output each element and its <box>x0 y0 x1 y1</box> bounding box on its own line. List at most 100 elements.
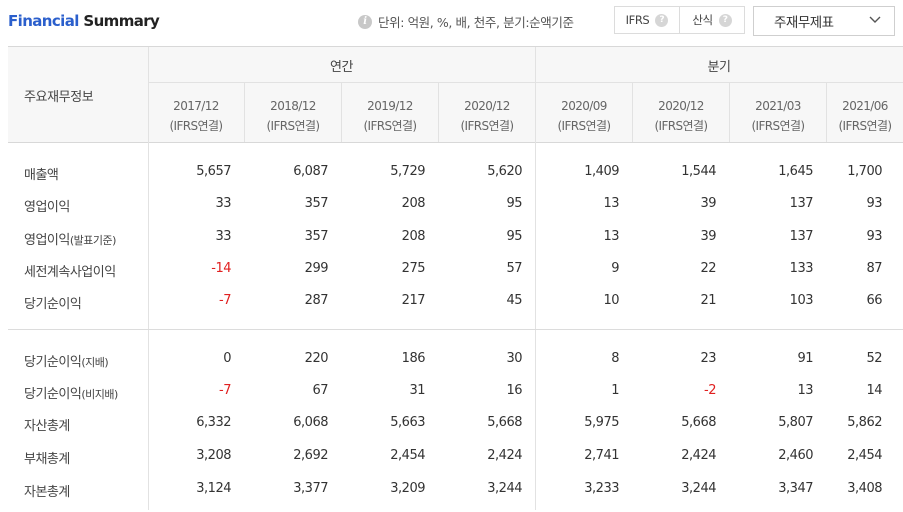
table-cell: 52 <box>866 351 882 366</box>
table-cell: 1,409 <box>584 164 619 179</box>
table-cell: 220 <box>304 351 329 366</box>
divider <box>632 82 633 142</box>
table-cell: 6,068 <box>293 415 328 430</box>
table-row: 자산총계 6,332 6,068 5,663 5,668 5,975 5,668 5,807 5… <box>8 407 903 439</box>
column-header: 2017/12 (IFRS연결) <box>169 99 223 133</box>
table-row: 당기순이익(지배) 0 220 186 30 8 23 91 52 <box>8 343 903 375</box>
table-cell: 5,668 <box>681 415 716 430</box>
table-cell: 22 <box>700 261 716 276</box>
table-cell: 2,454 <box>847 448 882 463</box>
table-cell: 186 <box>401 351 426 366</box>
table-cell: 39 <box>700 229 716 244</box>
table-cell: 2,424 <box>681 448 716 463</box>
table-cell: -2 <box>704 383 716 398</box>
table-row: 자본총계 3,124 3,377 3,209 3,244 3,233 3,244 3,347 3… <box>8 473 903 505</box>
table-cell: 208 <box>401 229 426 244</box>
row-label[interactable]: 자산총계 <box>24 419 70 434</box>
table-cell: 23 <box>700 351 716 366</box>
table-cell: 31 <box>409 383 425 398</box>
formula-toggle-button[interactable]: 산식 ? <box>679 7 744 33</box>
table-row: 당기순이익 -7 287 217 45 10 21 103 66 <box>8 285 903 317</box>
table-cell: 39 <box>700 196 716 211</box>
column-header: 2020/12 (IFRS연결) <box>654 99 708 133</box>
table-cell: 95 <box>506 229 522 244</box>
table-cell: 3,244 <box>681 481 716 496</box>
table-row: 당기순이익(비지배) -7 67 31 16 1 -2 13 14 <box>8 375 903 407</box>
row-label[interactable]: 세전계속사업이익 <box>24 265 116 280</box>
table-cell: 91 <box>797 351 813 366</box>
divider <box>244 82 245 142</box>
table-cell: 6,332 <box>196 415 231 430</box>
table-cell: 5,668 <box>487 415 522 430</box>
table-cell: 5,620 <box>487 164 522 179</box>
row-header-label: 주요재무정보 <box>24 90 94 105</box>
table-cell: 2,424 <box>487 448 522 463</box>
table-cell: 13 <box>603 196 619 211</box>
row-label[interactable]: 매출액 <box>24 168 59 183</box>
table-cell: 30 <box>506 351 522 366</box>
row-label[interactable]: 당기순이익 <box>24 297 82 312</box>
table-row: 영업이익 33 357 208 95 13 39 137 93 <box>8 188 903 220</box>
table-cell: -7 <box>219 293 231 308</box>
table-cell: 3,124 <box>196 481 231 496</box>
statement-type-select[interactable]: 주재무제표 <box>753 6 895 36</box>
table-cell: -14 <box>211 261 231 276</box>
table-cell: 5,807 <box>778 415 813 430</box>
table-cell: 137 <box>789 229 814 244</box>
divider <box>148 82 903 83</box>
column-header: 2019/12 (IFRS연결) <box>363 99 417 133</box>
table-cell: 57 <box>506 261 522 276</box>
table-cell: 21 <box>700 293 716 308</box>
table-row: 부채총계 3,208 2,692 2,454 2,424 2,741 2,424 2,460 2… <box>8 440 903 472</box>
table-cell: 14 <box>866 383 882 398</box>
table-cell: 45 <box>506 293 522 308</box>
table-cell: 3,209 <box>390 481 425 496</box>
ifrs-toggle-button[interactable]: IFRS ? <box>615 7 679 33</box>
table-cell: 1 <box>611 383 619 398</box>
table-cell: 133 <box>789 261 814 276</box>
table-cell: 5,729 <box>390 164 425 179</box>
row-label[interactable]: 당기순이익(지배) <box>24 355 109 370</box>
divider <box>148 47 149 510</box>
divider <box>438 82 439 142</box>
row-label[interactable]: 영업이익(발표기준) <box>24 233 116 248</box>
table-cell: 357 <box>304 229 329 244</box>
info-icon[interactable]: i <box>358 14 372 29</box>
table-cell: 2,454 <box>390 448 425 463</box>
table-cell: 0 <box>223 351 231 366</box>
table-cell: 3,233 <box>584 481 619 496</box>
table-cell: 103 <box>789 293 814 308</box>
row-label[interactable]: 부채총계 <box>24 452 70 467</box>
chevron-down-icon <box>869 16 881 23</box>
table-cell: 13 <box>603 229 619 244</box>
table-cell: 1,544 <box>681 164 716 179</box>
column-header: 2018/12 (IFRS연결) <box>266 99 320 133</box>
section-title: Financial Summary <box>8 12 160 30</box>
table-cell: 67 <box>312 383 328 398</box>
table-cell: 33 <box>215 196 231 211</box>
help-icon[interactable]: ? <box>718 13 732 27</box>
table-cell: 13 <box>797 383 813 398</box>
table-row: 영업이익(발표기준) 33 357 208 95 13 39 137 93 <box>8 221 903 253</box>
table-cell: 3,208 <box>196 448 231 463</box>
table-cell: 87 <box>866 261 882 276</box>
divider <box>826 82 827 142</box>
row-label[interactable]: 영업이익 <box>24 200 70 215</box>
table-cell: 16 <box>506 383 522 398</box>
row-label[interactable]: 당기순이익(비지배) <box>24 387 118 402</box>
statement-type-value: 주재무제표 <box>774 15 834 31</box>
table-cell: 9 <box>611 261 619 276</box>
help-icon[interactable]: ? <box>655 13 669 27</box>
table-cell: 1,645 <box>778 164 813 179</box>
table-cell: 5,975 <box>584 415 619 430</box>
column-header: 2021/03 (IFRS연결) <box>751 99 805 133</box>
row-label[interactable]: 자본총계 <box>24 485 70 500</box>
table-cell: 299 <box>304 261 329 276</box>
table-cell: 3,377 <box>293 481 328 496</box>
table-row: 매출액 5,657 6,087 5,729 5,620 1,409 1,544 1,645 1,… <box>8 156 903 188</box>
table-cell: 8 <box>611 351 619 366</box>
table-cell: 5,657 <box>196 164 231 179</box>
table-cell: 208 <box>401 196 426 211</box>
table-cell: 275 <box>401 261 426 276</box>
table-cell: -7 <box>219 383 231 398</box>
